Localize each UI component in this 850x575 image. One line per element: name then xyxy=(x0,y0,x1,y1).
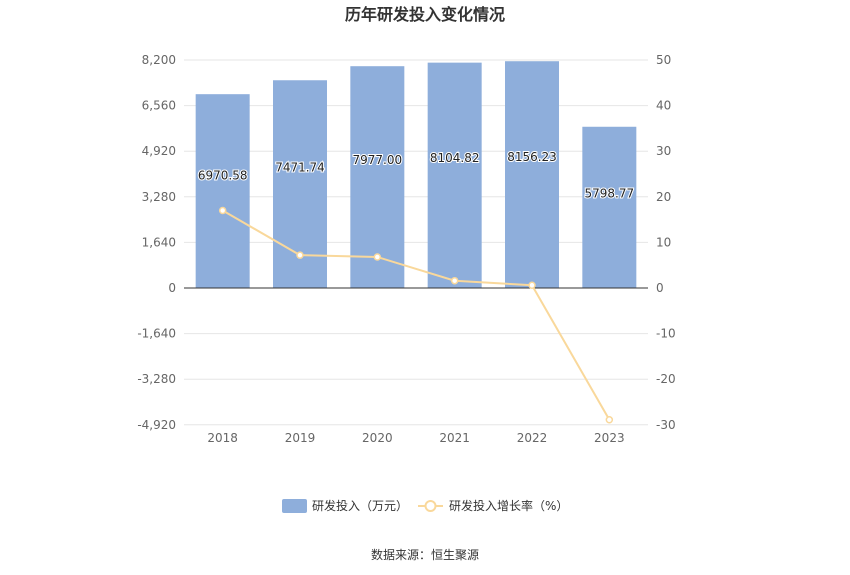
bar-data-label: 7471.74 xyxy=(275,161,325,175)
bar-labels: 6970.58 7471.74 7977.00 8104.82 8156.23 5798.… xyxy=(197,149,635,202)
line-point xyxy=(450,276,459,285)
bar-data-label: 7977.00 xyxy=(353,153,403,167)
x-tick-label: 2021 xyxy=(439,431,470,445)
left-tick-label: 8,200 xyxy=(142,53,176,67)
bar-data-label: 8104.82 xyxy=(430,151,480,165)
line-point xyxy=(528,281,536,290)
right-tick-label: -10 xyxy=(656,327,676,341)
left-tick-label: 4,920 xyxy=(142,144,176,158)
bar-data-label: 5798.77 xyxy=(585,187,635,201)
legend: 研发投入（万元） 研发投入增长率（%） xyxy=(282,498,568,513)
left-tick-label: 3,280 xyxy=(142,190,176,204)
chart-title: 历年研发投入变化情况 xyxy=(345,5,505,24)
right-tick-label: 30 xyxy=(656,144,671,158)
right-tick-label: -20 xyxy=(656,372,676,386)
bar xyxy=(350,66,405,288)
left-tick-label: -1,640 xyxy=(137,327,176,341)
left-axis: 8,200 6,560 4,920 3,280 1,640 0 -1,640 -3,280 -4… xyxy=(137,53,176,432)
right-tick-label: 10 xyxy=(656,235,671,249)
x-tick-label: 2023 xyxy=(594,431,625,445)
right-tick-label: 0 xyxy=(656,281,664,295)
left-tick-label: 1,640 xyxy=(142,235,176,249)
line-point xyxy=(296,251,304,259)
line-point xyxy=(605,416,614,424)
bar xyxy=(505,61,559,289)
left-tick-label: 0 xyxy=(168,281,176,295)
legend-line-label: 研发投入增长率（%） xyxy=(449,498,568,513)
bar-data-label: 6970.58 xyxy=(198,168,248,182)
growth-line xyxy=(222,209,611,421)
x-tick-label: 2022 xyxy=(517,431,548,445)
legend-item-line[interactable]: 研发投入增长率（%） xyxy=(418,498,568,513)
bar-data-label: 8156.23 xyxy=(507,150,557,164)
right-tick-label: 20 xyxy=(656,190,671,204)
legend-bar-swatch xyxy=(282,499,307,513)
line-series xyxy=(218,206,614,424)
x-axis: 2018 2019 2020 2021 2022 2023 xyxy=(207,431,624,445)
source-note: 数据来源：恒生聚源 xyxy=(371,547,479,562)
legend-line-marker xyxy=(424,500,437,512)
right-tick-label: 50 xyxy=(656,53,671,67)
x-tick-label: 2018 xyxy=(207,431,238,445)
legend-bar-label: 研发投入（万元） xyxy=(312,498,408,513)
bar xyxy=(427,62,482,288)
x-tick-label: 2019 xyxy=(285,431,316,445)
left-tick-label: 6,560 xyxy=(142,99,176,113)
right-tick-label: 40 xyxy=(656,99,671,113)
bar-series xyxy=(195,61,637,289)
x-tick-label: 2020 xyxy=(362,431,393,445)
line-point xyxy=(218,206,227,215)
line-point xyxy=(373,253,382,261)
legend-item-bar[interactable]: 研发投入（万元） xyxy=(282,498,408,513)
left-tick-label: -4,920 xyxy=(137,418,176,432)
grid-lines xyxy=(184,59,648,426)
right-axis: 50 40 30 20 10 0 -10 -20 -30 xyxy=(656,53,676,432)
bar xyxy=(195,94,250,289)
bar xyxy=(582,126,637,289)
left-tick-label: -3,280 xyxy=(137,372,176,386)
right-tick-label: -30 xyxy=(656,418,676,432)
